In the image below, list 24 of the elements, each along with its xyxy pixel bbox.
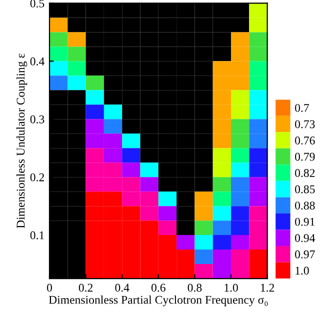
y-tick-label: 0.3 [30, 115, 44, 124]
color-bar-label: 0.79 [295, 152, 315, 161]
y-tick-label: 0.2 [30, 173, 44, 182]
x-tick-label: 0.4 [115, 284, 130, 292]
x-tick-label: 0.8 [188, 284, 202, 292]
x-tick-label: 0 [47, 284, 52, 292]
color-bar-label: 0.82 [295, 169, 315, 178]
y-axis-title: Dimensionless Undulator Coupling ε [16, 54, 28, 228]
x-tick-label: 0.6 [151, 284, 166, 292]
color-bar-label: 0.73 [295, 120, 315, 128]
color-bar-label: 0.97 [295, 250, 315, 258]
x-tick-label: 1.0 [224, 284, 238, 292]
y-tick-label: 0.4 [30, 57, 44, 66]
x-axis-title: Dimensionless Partial Cyclotron Frequency σ₀ [48, 295, 268, 306]
x-tick-label: 0.2 [78, 284, 93, 292]
color-bar-label: 0.85 [295, 185, 315, 194]
color-bar-label: 0.91 [295, 218, 315, 226]
y-tick-label: 0.1 [30, 231, 44, 240]
color-bar-label: 0.88 [295, 202, 315, 210]
color-bar-label: 0.76 [295, 136, 315, 145]
x-tick-label: 1.2 [260, 284, 274, 292]
color-bar-label: 0.94 [295, 234, 316, 242]
color-bar-label: 1.0 [296, 266, 309, 275]
color-bar-label: 0.7 [295, 104, 309, 112]
